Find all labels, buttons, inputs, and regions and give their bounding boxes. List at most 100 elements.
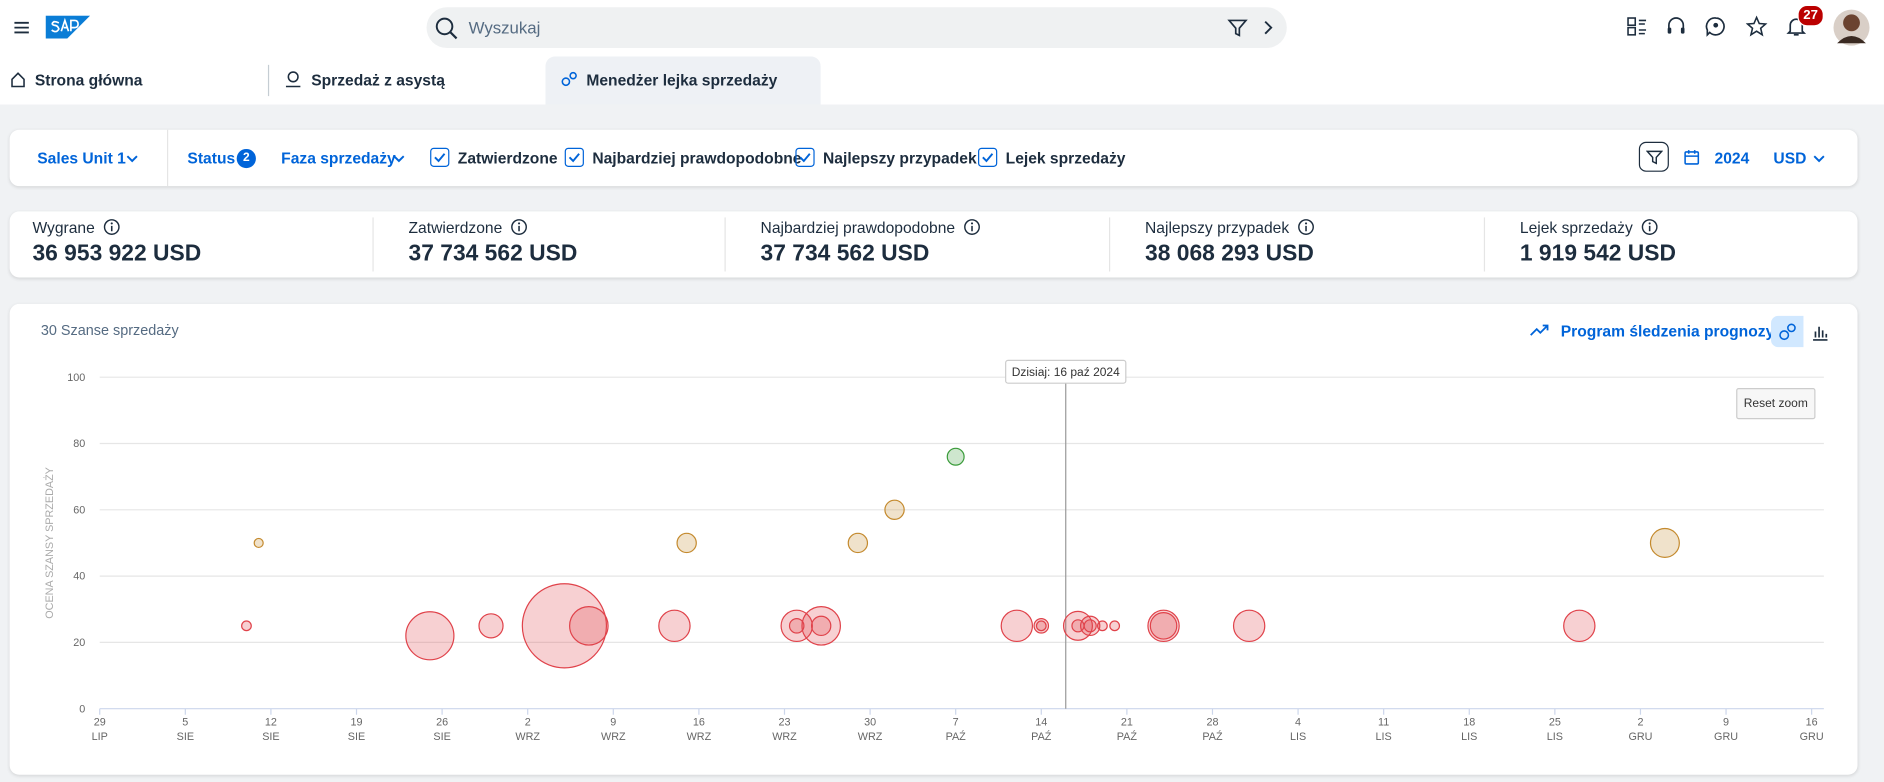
check-mark <box>568 153 580 163</box>
check-mark <box>434 153 446 163</box>
info-icon[interactable] <box>1289 219 1314 237</box>
bubble <box>478 613 504 639</box>
bubble <box>1062 610 1093 641</box>
currency-select[interactable]: USD <box>1773 148 1807 167</box>
chart-card <box>9 303 1858 775</box>
search-filter-icon[interactable] <box>1227 17 1249 39</box>
bar-view-toggle[interactable] <box>1803 316 1834 347</box>
kpi-value: 36 953 922 USD <box>32 241 202 267</box>
bubble <box>946 447 965 466</box>
bubble <box>253 537 264 549</box>
assist-icon <box>285 71 301 88</box>
sap-logo[interactable] <box>45 15 91 39</box>
x-tick-label: 18 LIS <box>1461 717 1477 743</box>
kpi-separator <box>724 217 726 272</box>
y-tick-label: 100 <box>67 372 85 384</box>
bubble <box>780 609 813 643</box>
bubble <box>1649 527 1680 558</box>
y-tick-label: 60 <box>73 504 85 516</box>
chart-title: 30 Szanse sprzedaży <box>40 321 179 339</box>
kpi-label: Lejek sprzedaży <box>1520 219 1658 237</box>
x-tick-label: 16 WRZ <box>687 717 712 743</box>
bubble <box>658 609 691 643</box>
phase-select[interactable]: Faza sprzedaży <box>281 148 396 167</box>
tab[interactable]: Sprzedaż z asystą <box>311 70 445 89</box>
bubble <box>884 499 905 520</box>
menu-button[interactable] <box>12 18 31 37</box>
x-tick-label: 12 SIE <box>262 717 279 743</box>
y-tick-label: 20 <box>73 637 85 649</box>
kpi-value: 37 734 562 USD <box>408 241 578 267</box>
chevron-icon <box>1813 155 1825 163</box>
filter-bar <box>9 129 1858 187</box>
year-select[interactable]: 2024 <box>1714 148 1750 167</box>
search-go-icon[interactable] <box>1260 18 1277 37</box>
info-icon[interactable] <box>955 219 980 237</box>
bubble-view-toggle[interactable] <box>1771 315 1804 348</box>
tab[interactable]: Strona główna <box>34 70 143 89</box>
calendar-icon <box>1684 150 1700 165</box>
bubble <box>676 532 697 554</box>
y-tick-label: 80 <box>73 438 85 450</box>
bubble <box>1000 609 1034 643</box>
bubble <box>521 583 608 669</box>
y-tick-label: 40 <box>73 571 85 583</box>
info-icon[interactable] <box>502 219 528 237</box>
search-icon <box>435 17 458 40</box>
pipeline-icon <box>561 71 577 87</box>
checkbox[interactable] <box>978 147 998 167</box>
tab-separator <box>267 64 270 97</box>
forecast-link[interactable]: Program śledzenia prognozy <box>1560 321 1775 340</box>
x-tick-label: 2 WRZ <box>515 717 540 743</box>
feedback-icon[interactable] <box>1705 16 1727 38</box>
bubble <box>405 611 455 661</box>
kpi-label: Zatwierdzone <box>409 219 528 237</box>
x-tick-label: 16 GRU <box>1800 717 1824 743</box>
sales-unit-select[interactable]: Sales Unit 1 <box>37 148 126 167</box>
bubble <box>1147 609 1180 643</box>
bubble <box>1563 609 1596 643</box>
reset-zoom-button[interactable]: Reset zoom <box>1736 387 1816 420</box>
bubble <box>1149 612 1178 640</box>
check-mark <box>799 153 811 163</box>
kpi-label: Najbardziej prawdopodobne <box>761 219 981 237</box>
filter-separator <box>167 129 169 187</box>
info-icon[interactable] <box>95 219 120 237</box>
x-tick-label: 5 SIE <box>177 717 194 743</box>
today-label-box <box>1005 359 1127 384</box>
kpi-card <box>9 211 1858 278</box>
kpi-label: Wygrane <box>32 219 120 237</box>
notification-badge: 27 <box>1797 4 1824 27</box>
checkbox[interactable] <box>430 147 450 167</box>
bar-icon <box>1813 326 1828 341</box>
x-tick-label: 25 LIS <box>1547 717 1563 743</box>
favorites-icon[interactable] <box>1745 15 1768 38</box>
search-field[interactable]: Wyszukaj <box>426 7 1287 49</box>
bubble <box>801 606 842 646</box>
tab[interactable]: Menedżer lejka sprzedaży <box>586 70 778 89</box>
today-label: Dzisiaj: 16 paź 2024 <box>1012 365 1120 379</box>
checkbox[interactable] <box>564 147 584 167</box>
apps-icon[interactable] <box>1626 16 1648 38</box>
kpi-separator <box>372 217 374 272</box>
bubble-icon <box>1779 323 1796 341</box>
filter-button[interactable] <box>1638 141 1669 172</box>
user-avatar[interactable] <box>1833 7 1870 48</box>
support-icon[interactable] <box>1665 16 1687 38</box>
x-tick-label: 23 WRZ <box>772 717 797 743</box>
x-tick-label: 21 PAŹ <box>1117 717 1138 743</box>
checkbox-label: Najbardziej prawdopodobne <box>592 148 802 167</box>
filter-icon <box>1646 150 1663 165</box>
bubble <box>788 618 805 634</box>
y-axis-title: OCENA SZANSY SPRZEDAŻY <box>43 467 56 619</box>
checkbox[interactable] <box>795 147 815 167</box>
info-icon[interactable] <box>1633 219 1658 237</box>
status-filter[interactable]: Status <box>187 148 236 167</box>
bubble <box>1035 620 1047 632</box>
chevron-icon <box>393 155 405 163</box>
bubble <box>847 532 869 554</box>
y-tick-label: 0 <box>79 703 85 715</box>
x-tick-label: 11 LIS <box>1376 717 1392 743</box>
status-count-badge: 2 <box>236 148 256 169</box>
